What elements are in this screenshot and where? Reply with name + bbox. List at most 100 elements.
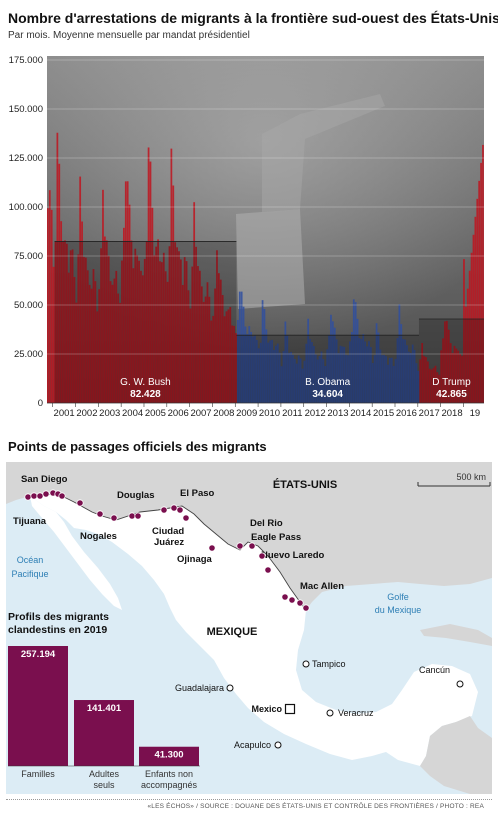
average-band [418, 318, 484, 403]
month-bar [92, 269, 95, 403]
month-bar [276, 343, 279, 403]
series-name-label: G. W. Bush [120, 377, 171, 388]
month-bar [423, 355, 425, 403]
month-bar [347, 355, 349, 403]
crossing-dot [42, 490, 50, 498]
crossing-label: Nogales [80, 531, 117, 542]
average-band [54, 241, 237, 403]
month-bar [189, 308, 192, 403]
profile-category-label: Enfants non [145, 769, 193, 779]
month-bar [358, 338, 361, 403]
crossing-dot [248, 542, 256, 550]
scale-bar: 500 km [417, 472, 491, 487]
month-bar [280, 366, 283, 403]
month-bar [428, 368, 431, 403]
month-bar [195, 246, 197, 403]
month-bar [387, 364, 389, 403]
x-tick-label: 19 [470, 408, 481, 419]
month-bar [250, 331, 253, 403]
month-bar [468, 270, 471, 403]
month-bar [85, 257, 87, 403]
profile-bar [8, 646, 68, 766]
profile-category-label: Familles [21, 769, 55, 779]
month-bar [238, 291, 241, 403]
month-bar [174, 242, 177, 403]
month-bar [362, 334, 365, 403]
x-tick-label: 2008 [213, 408, 234, 419]
month-bar [176, 247, 178, 403]
month-bar [90, 288, 93, 403]
profile-category-label: seuls [93, 780, 115, 790]
month-bar [81, 221, 83, 403]
month-bar [330, 314, 332, 403]
month-bar [75, 302, 78, 403]
month-bar [328, 334, 330, 403]
x-axis: 2001 2002 2003 2004 2005 2006 2007 2008 2009 2010… [52, 403, 481, 419]
month-bar [392, 365, 395, 403]
arrests-chart: 0 25.000 50.000 75.000 100.000 125.000 150.000… [9, 55, 484, 419]
month-bar [288, 352, 291, 403]
y-tick-label: 50.000 [14, 300, 43, 311]
month-bar [166, 281, 169, 403]
month-bar [86, 270, 89, 403]
month-bar [360, 339, 363, 403]
month-bar [440, 350, 443, 403]
month-bar [164, 271, 167, 403]
month-bar [482, 144, 484, 403]
month-bar [227, 309, 230, 403]
month-bar [136, 255, 139, 403]
month-bar [408, 351, 410, 403]
month-bar [430, 369, 433, 403]
month-bar [180, 259, 182, 403]
series-average-label: 42.865 [436, 389, 467, 400]
month-bar [204, 296, 207, 403]
series-average-label: 34.604 [312, 389, 343, 400]
month-bar [206, 282, 209, 403]
month-bar [404, 339, 406, 403]
city-label: Guadalajara [175, 683, 224, 693]
city-label: Mexico [251, 704, 282, 714]
month-bar [301, 368, 304, 403]
month-bar [438, 374, 441, 403]
month-bar [413, 349, 416, 403]
x-tick-label: 2011 [282, 408, 302, 419]
month-bar [96, 311, 99, 403]
footer-credit: «LES ÉCHOS» / SOURCE : DOUANE DES ÉTATS-… [147, 803, 484, 810]
month-bar [140, 270, 142, 403]
month-bar [354, 302, 357, 403]
crossing-dot [281, 593, 289, 601]
month-bar [246, 333, 249, 403]
city-marker [274, 741, 282, 749]
month-bar [214, 288, 216, 403]
series-name-label: B. Obama [305, 377, 350, 388]
month-bar [119, 302, 121, 403]
usa-land [6, 462, 492, 610]
train-roof-shape [262, 94, 385, 212]
y-tick-label: 75.000 [14, 251, 43, 262]
month-bar [396, 338, 399, 403]
month-bar [216, 250, 218, 403]
month-bar [134, 248, 137, 403]
month-bar [71, 249, 74, 403]
month-bar [83, 256, 85, 403]
month-bar [56, 132, 59, 403]
month-bar [463, 259, 465, 403]
month-bar [406, 345, 408, 403]
month-bar [318, 356, 321, 403]
month-bar [316, 359, 319, 403]
month-bar [73, 276, 76, 403]
x-tick-label: 2017 [419, 408, 440, 419]
month-bar [170, 148, 173, 403]
month-bar [183, 257, 186, 403]
month-bar [153, 255, 156, 403]
month-bar [305, 343, 308, 403]
month-bar [109, 281, 112, 403]
month-bar [147, 147, 150, 403]
month-bar [123, 227, 125, 403]
capital-marker [284, 703, 296, 715]
month-bar [303, 360, 306, 403]
month-bar [332, 321, 334, 403]
water-label-pacific: Pacifique [11, 569, 48, 579]
month-bar [58, 163, 61, 403]
